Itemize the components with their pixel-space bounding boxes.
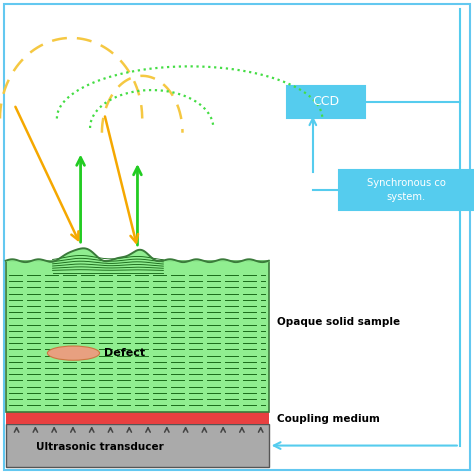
Text: Synchronous co
system.: Synchronous co system.	[367, 179, 446, 201]
Text: Ultrasonic transducer: Ultrasonic transducer	[36, 441, 164, 452]
Text: CCD: CCD	[312, 95, 339, 109]
FancyBboxPatch shape	[6, 261, 269, 412]
Text: Opaque solid sample: Opaque solid sample	[277, 317, 401, 328]
Text: Defect: Defect	[104, 348, 146, 358]
FancyBboxPatch shape	[6, 412, 269, 424]
FancyBboxPatch shape	[339, 170, 474, 210]
Ellipse shape	[47, 346, 100, 360]
FancyBboxPatch shape	[287, 86, 365, 118]
FancyBboxPatch shape	[6, 424, 269, 467]
Text: Coupling medium: Coupling medium	[277, 413, 380, 424]
